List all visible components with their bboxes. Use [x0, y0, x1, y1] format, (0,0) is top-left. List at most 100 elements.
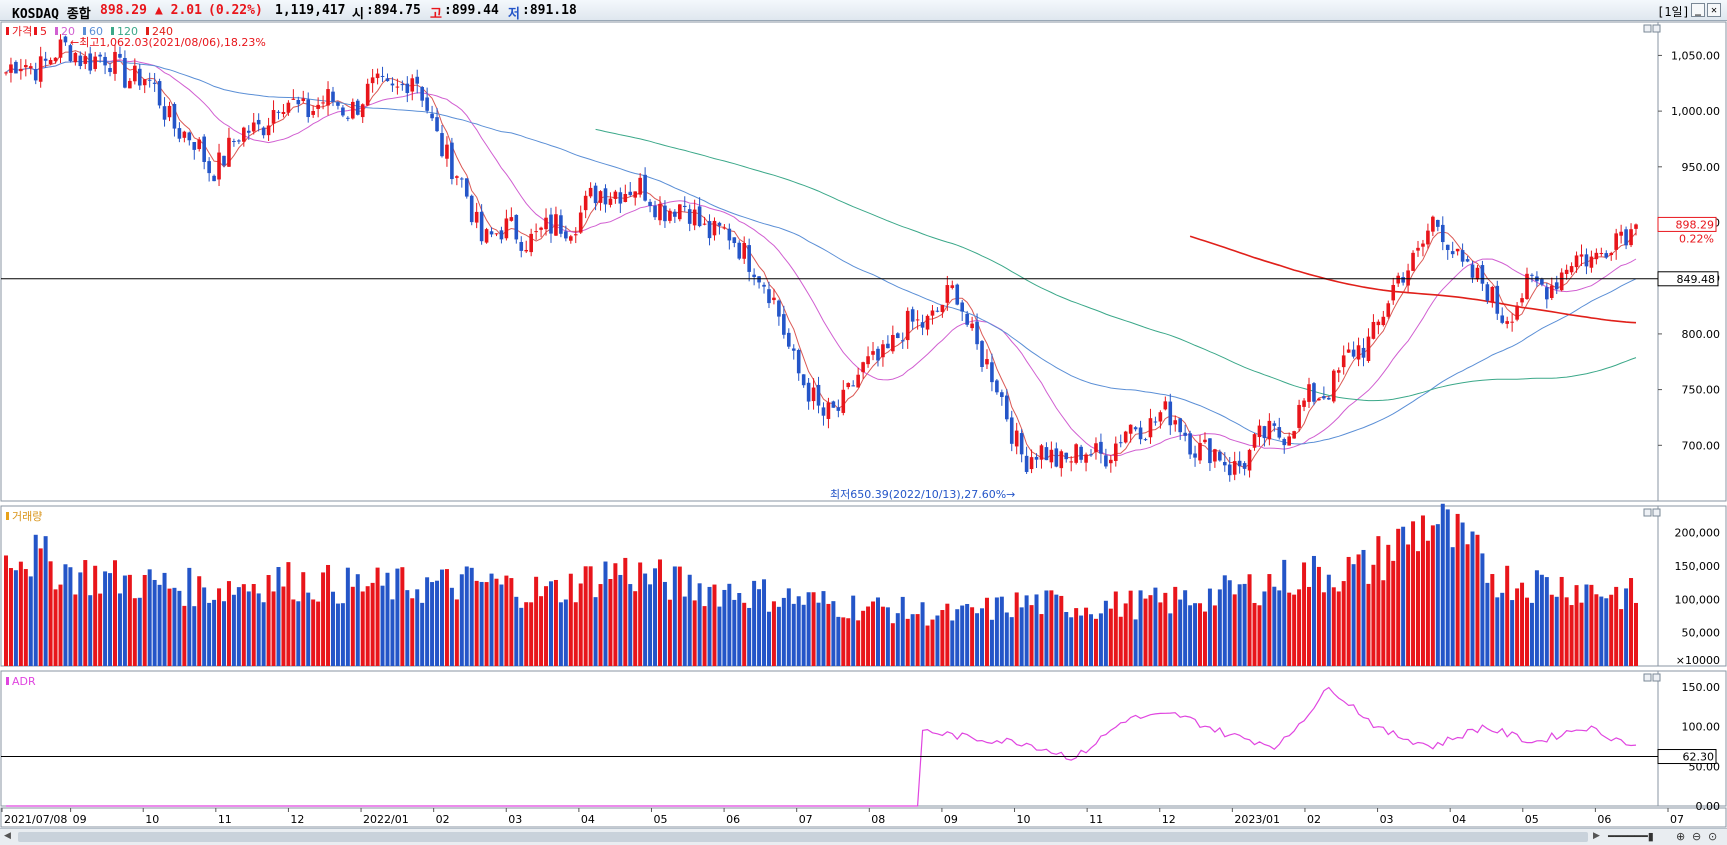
volume-bar: [68, 567, 73, 666]
candle: [1218, 449, 1222, 462]
volume-bar: [430, 582, 435, 666]
candle-body: [1064, 452, 1069, 460]
candle: [1014, 422, 1019, 455]
candle: [573, 227, 578, 244]
volume-bar: [1554, 596, 1559, 666]
candle-body: [529, 233, 533, 253]
volume-bar: [1168, 613, 1173, 666]
volume-bar: [950, 620, 955, 666]
candle-body: [1381, 316, 1386, 326]
scroll-left-icon[interactable]: ◀: [4, 831, 11, 841]
candle: [395, 78, 400, 95]
candle: [1188, 430, 1192, 459]
candle-body: [103, 56, 107, 66]
volume-bar: [23, 569, 28, 666]
candle: [276, 110, 281, 120]
candle-body: [445, 144, 449, 159]
candle-body: [925, 315, 930, 330]
candle: [801, 374, 806, 388]
candle: [192, 141, 197, 160]
candle-body: [4, 72, 8, 74]
volume-bar: [895, 613, 900, 666]
candle: [564, 225, 568, 242]
candle-body: [1465, 259, 1470, 262]
horizontal-scrollbar[interactable]: ◀ ▶ ━━━━━━▮ ⊕ ⊖ ⊙: [0, 828, 1727, 845]
candle: [9, 57, 13, 83]
candle: [791, 344, 796, 360]
candle: [504, 209, 509, 241]
candle-body: [1411, 252, 1415, 271]
scroll-thumb[interactable]: [18, 832, 1588, 842]
volume-bar: [984, 597, 989, 666]
volume-bar: [58, 584, 63, 666]
zoom-slider-icon[interactable]: ━━━━━━▮: [1608, 830, 1654, 843]
close-button[interactable]: ✕: [1707, 3, 1721, 17]
candle-body: [1455, 248, 1460, 252]
volume-bar: [801, 604, 806, 666]
candle-body: [157, 81, 162, 106]
candle: [351, 98, 355, 120]
volume-bar: [980, 608, 985, 666]
candle: [33, 62, 38, 85]
candle: [1317, 397, 1321, 401]
volume-bar: [1202, 611, 1207, 666]
volume-bar: [390, 599, 395, 666]
volume-bar: [1069, 617, 1074, 666]
candle: [1480, 260, 1485, 291]
candle: [524, 240, 529, 254]
candle: [1213, 448, 1217, 468]
volume-bar: [117, 593, 122, 666]
candle: [960, 300, 965, 321]
candle: [1232, 451, 1237, 481]
candle: [1084, 452, 1088, 472]
volume-bar: [1525, 597, 1530, 666]
candle-body: [1272, 423, 1277, 426]
volume-bar: [167, 588, 172, 666]
candle: [316, 97, 320, 118]
zoom-out-icon[interactable]: ⊖: [1692, 830, 1702, 843]
candle: [613, 189, 618, 204]
candle: [1485, 282, 1490, 304]
candle: [687, 204, 692, 232]
price-tick-label: 800.00: [1682, 328, 1721, 341]
volume-bar: [1326, 574, 1331, 666]
candle-body: [1282, 439, 1287, 446]
candle: [78, 51, 83, 70]
volume-bar: [762, 579, 767, 666]
volume-bar: [1282, 559, 1287, 666]
volume-bar: [1198, 603, 1203, 666]
candle: [1520, 293, 1524, 307]
low-value: :891.18: [522, 3, 577, 18]
candle: [152, 72, 157, 92]
volume-bar: [415, 589, 420, 666]
candle-body: [1262, 426, 1267, 439]
ma20-line: [5, 59, 1637, 457]
volume-bar: [375, 567, 380, 666]
candle-body: [891, 334, 895, 352]
panel-max-icon: [1643, 24, 1652, 33]
x-tick-label: 10: [1017, 813, 1031, 826]
candle-body: [1118, 442, 1123, 444]
candle-body: [990, 362, 994, 383]
volume-bar: [1143, 598, 1148, 666]
period-button[interactable]: [1일]: [1657, 5, 1690, 19]
minimize-button[interactable]: _: [1691, 3, 1705, 17]
zoom-reset-icon[interactable]: ⊙: [1708, 830, 1718, 843]
volume-bar: [539, 596, 544, 666]
candle-body: [648, 201, 652, 206]
volume-bar: [1604, 598, 1609, 666]
volume-bar: [479, 581, 484, 666]
zoom-in-icon[interactable]: ⊕: [1676, 830, 1686, 843]
candle: [1242, 461, 1247, 476]
candle: [811, 378, 816, 410]
scroll-right-icon[interactable]: ▶: [1593, 831, 1600, 841]
volume-bar: [1178, 599, 1183, 666]
candle-body: [1109, 459, 1113, 464]
candle-body: [246, 130, 251, 133]
candle: [1331, 369, 1336, 404]
candle-body: [960, 302, 965, 312]
candle: [341, 105, 345, 118]
yaxis-adr: [1657, 670, 1727, 807]
candle-body: [237, 140, 241, 142]
volume-bar: [13, 570, 18, 666]
